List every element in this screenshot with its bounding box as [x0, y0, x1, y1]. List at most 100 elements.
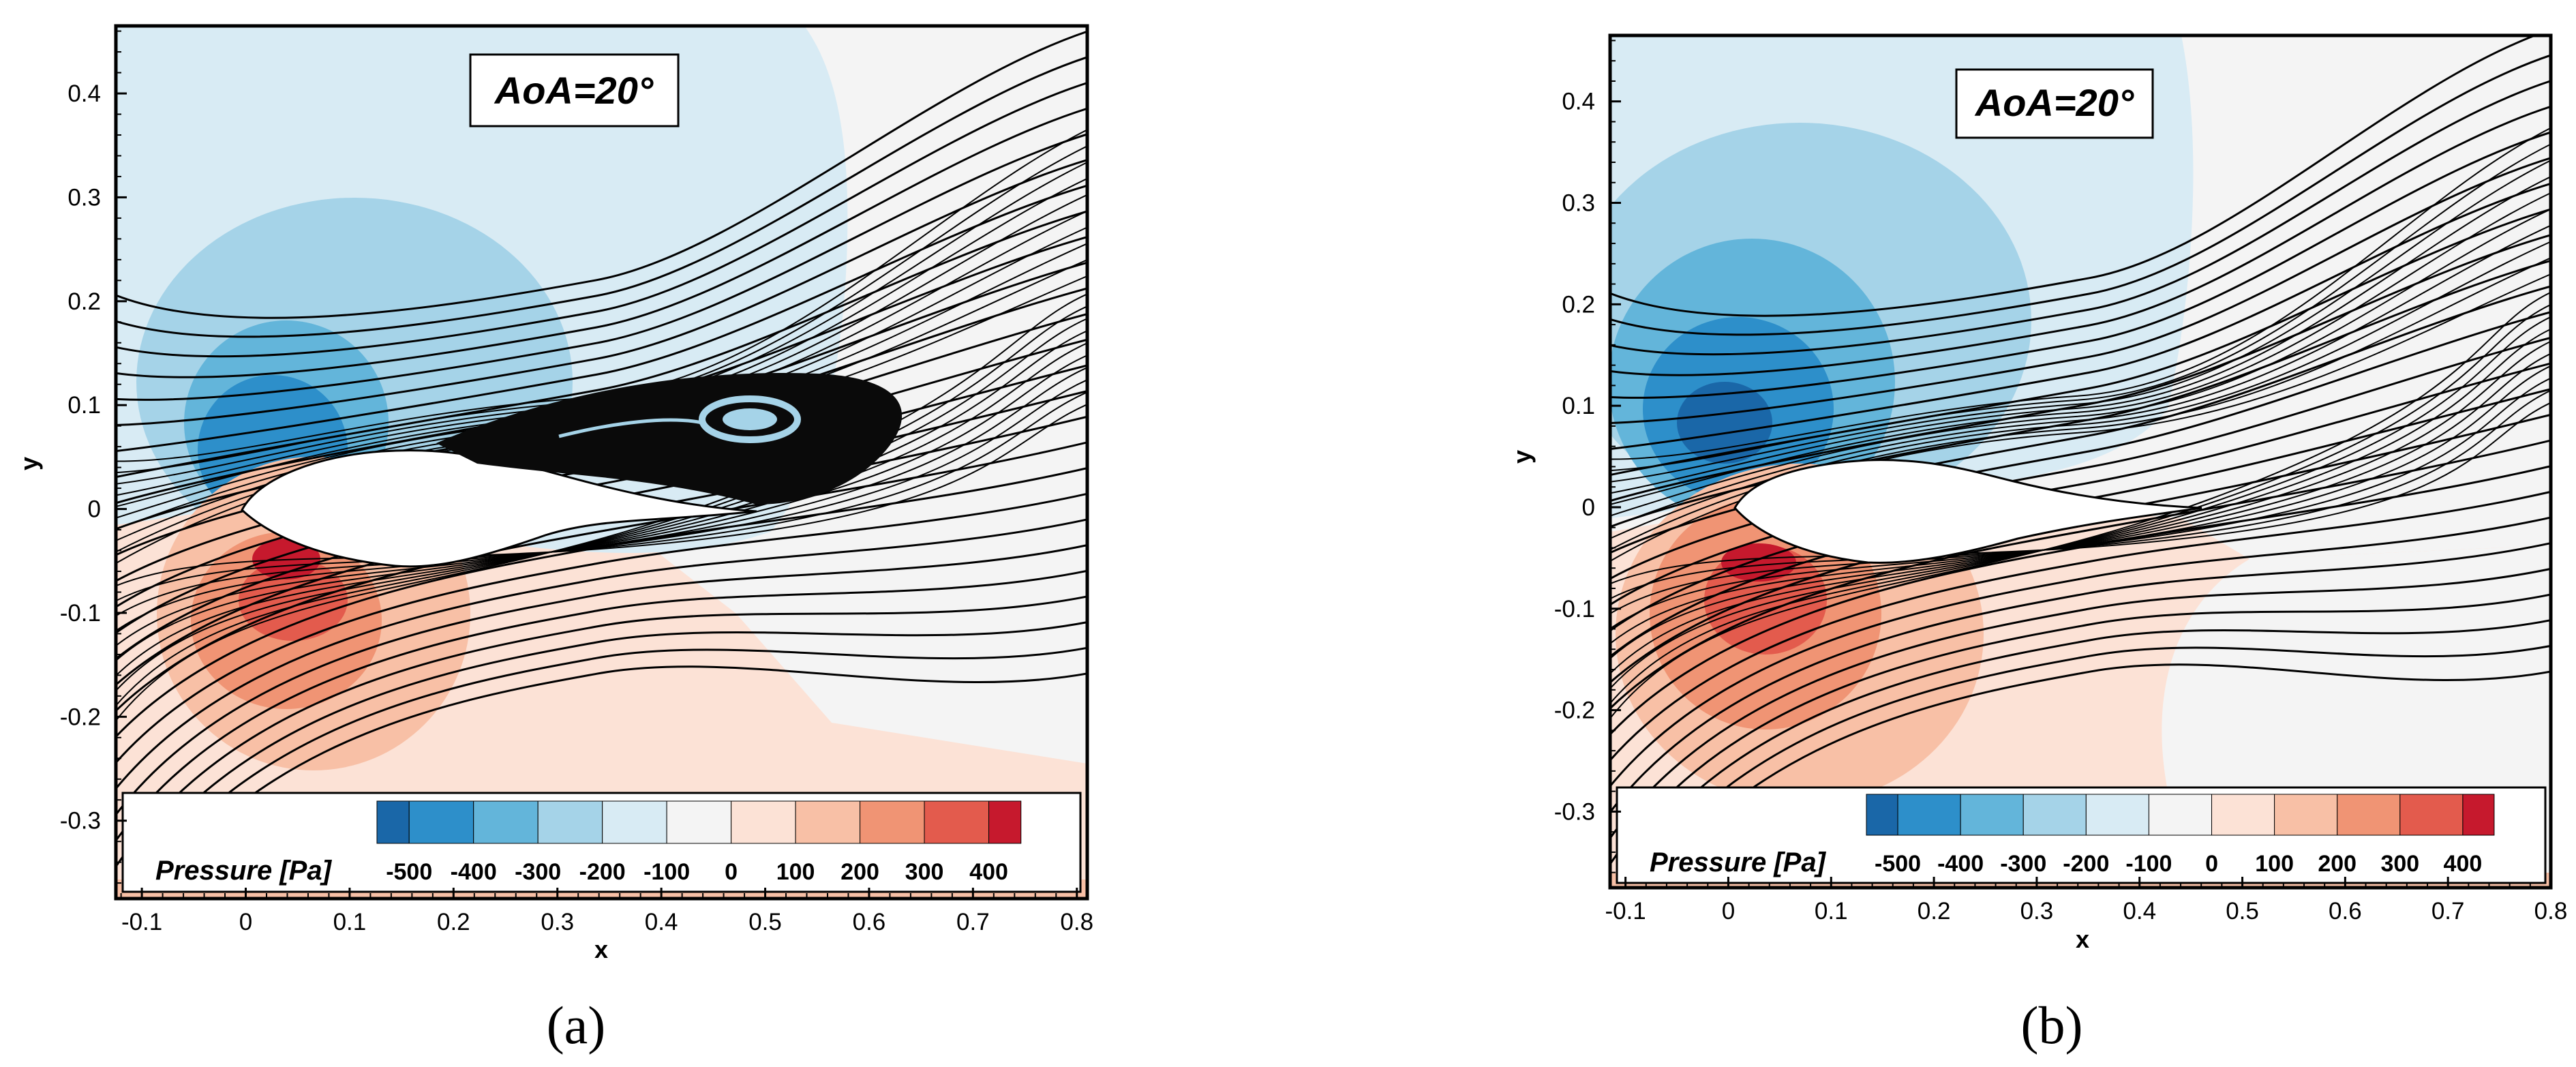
streamline	[1610, 303, 2551, 705]
streamline	[1610, 35, 2538, 317]
streamline	[116, 318, 1087, 692]
colorbar-swatch	[2211, 794, 2275, 836]
x-tick-label: 0.5	[748, 909, 782, 935]
colorbar-level-label: -300	[515, 859, 561, 885]
colorbar-title-b: Pressure [Pa]	[1650, 847, 1827, 877]
airfoil-a	[241, 449, 757, 568]
streamline	[1610, 285, 2551, 554]
plot-frame-b	[1608, 33, 2553, 890]
plot-frame-a	[114, 24, 1089, 901]
streamline	[116, 441, 1087, 712]
x-tick-label: 0.7	[956, 909, 990, 935]
colorbar-level-label: -500	[386, 859, 432, 885]
streamline	[1610, 352, 2551, 645]
colorbar-b: Pressure [Pa] -500 -400 -300 -200 -100 0 100 20…	[1616, 786, 2547, 884]
colorbar-swatch	[666, 800, 732, 844]
x-tick-label: 0.1	[1815, 898, 1848, 925]
colorbar-swatch	[376, 800, 410, 844]
aoa-label-a: AoA=20°	[494, 69, 654, 112]
colorbar-level-label: 200	[840, 859, 879, 885]
y-tick-label: -0.2	[60, 704, 101, 730]
x-tick-label: 0.3	[2020, 898, 2054, 925]
x-axis-label-b: x	[2076, 925, 2089, 953]
streamline	[1610, 208, 2551, 517]
streamline	[1610, 131, 2551, 399]
y-tick-label: 0.1	[67, 392, 101, 419]
x-tick-label: 0.4	[2123, 898, 2156, 925]
y-axis-label-a: y	[15, 457, 43, 470]
x-tick-label: 0.4	[645, 909, 678, 935]
colorbar-level-label: -200	[579, 859, 626, 885]
colorbar-swatch	[2274, 794, 2338, 836]
colorbar-title-a: Pressure [Pa]	[155, 856, 333, 886]
x-tick-label: 0.2	[1918, 898, 1951, 925]
colorbar-level-label: -500	[1875, 851, 1921, 877]
x-tick-label: 0.5	[2226, 898, 2259, 925]
streamline	[1610, 273, 2551, 562]
streamline	[116, 367, 1087, 632]
colorbar-level-label: -400	[451, 859, 497, 885]
panel-label-b: (b)	[2021, 995, 2083, 1055]
aoa-label-b: AoA=20°	[1974, 81, 2134, 124]
y-tick-label: 0.1	[1562, 393, 1595, 419]
y-tick-label: 0.3	[67, 184, 101, 211]
streamline	[1610, 377, 2551, 615]
colorbar-swatch	[731, 800, 796, 844]
x-tick-label: -0.1	[121, 909, 162, 935]
axis-ticks-b: -0.1 0 0.1 0.2 0.3 0.4 0.5 0.6 0.7 0.8 -0.3 -0.2 -0.…	[1554, 40, 2567, 925]
y-tick-label: 0	[88, 496, 101, 523]
streamline	[1610, 105, 2551, 376]
y-tick-label: 0.2	[67, 288, 101, 315]
streamline	[1610, 257, 2551, 551]
y-tick-label: -0.1	[60, 600, 101, 627]
streamline	[1610, 336, 2551, 606]
streamline	[1610, 241, 2551, 539]
streamline	[116, 56, 1087, 338]
streamline	[116, 107, 1087, 378]
streamline	[116, 595, 1087, 869]
y-tick-label: 0.4	[67, 80, 101, 107]
x-tick-label: 0.3	[541, 909, 574, 935]
streamline	[116, 159, 1087, 426]
colorbar-level-label: 100	[776, 859, 815, 885]
colorbar-swatch	[795, 800, 861, 844]
streamline	[116, 518, 1087, 791]
streamline	[1610, 516, 2551, 788]
streamline	[1610, 143, 2551, 472]
colorbar-swatch	[1866, 794, 1898, 836]
x-tick-label: -0.1	[1605, 898, 1646, 925]
colorbar-level-label: 300	[905, 859, 944, 885]
streamline	[116, 210, 1087, 479]
streamline	[1610, 157, 2551, 424]
streamline	[1610, 389, 2551, 600]
colorbar-swatch	[2085, 794, 2149, 836]
colorbar-level-label: 100	[2255, 851, 2294, 877]
colorbar-swatch	[408, 800, 474, 844]
streamline	[1610, 54, 2551, 336]
streamlines-a	[116, 30, 1087, 899]
x-axis-label-a: x	[594, 935, 608, 963]
airfoil-b	[1733, 459, 2202, 564]
streamline	[116, 133, 1087, 401]
streamline	[1610, 490, 2551, 762]
colorbar-swatch	[988, 800, 1022, 844]
streamline	[116, 184, 1087, 453]
aoa-annotation-b: AoA=20°	[1955, 68, 2154, 139]
colorbar-level-label: 0	[725, 859, 738, 885]
colorbar-swatch	[2148, 794, 2213, 836]
streamline	[1610, 328, 2551, 675]
vortex-a	[436, 372, 903, 505]
colorbar-a: Pressure [Pa] -500 -400 -300 -200 -100 0 100 20…	[121, 792, 1082, 893]
streamline	[1610, 365, 2551, 630]
streamline	[116, 569, 1087, 843]
streamline	[1610, 127, 2551, 460]
colorbar-swatch	[602, 800, 667, 844]
streamline	[1610, 311, 2551, 580]
y-tick-label: -0.3	[60, 808, 101, 835]
streamline	[1610, 402, 2551, 585]
streamline	[116, 355, 1087, 647]
panel-label-a: (a)	[547, 995, 606, 1055]
streamline	[116, 543, 1087, 817]
pressure-contour-field-b	[1610, 35, 2551, 888]
x-tick-label: 0.7	[2431, 898, 2465, 925]
